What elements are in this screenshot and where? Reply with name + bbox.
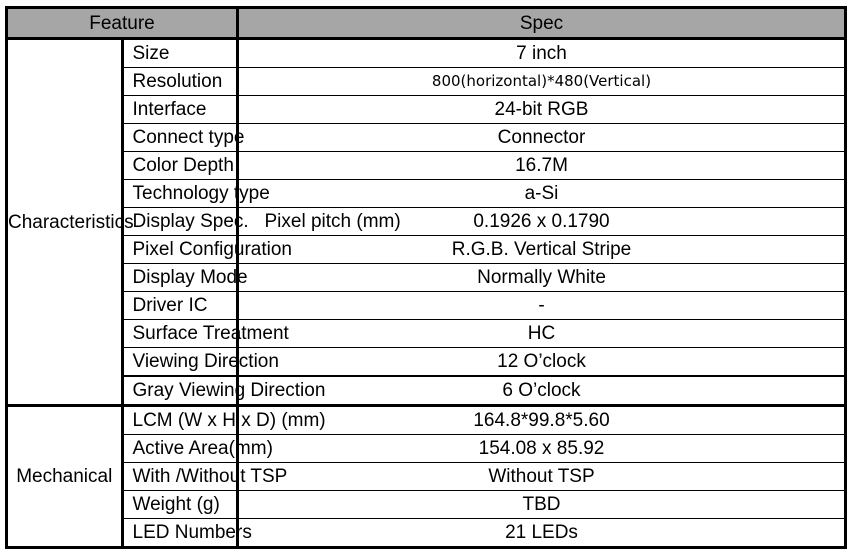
feature-cell: Connect type (122, 123, 244, 152)
spec-table: Feature Spec Characteristics Size 7 inch Re… (5, 6, 847, 549)
feature-cell: Size (122, 38, 239, 68)
feature-cell: Display Spec. Pixel pitch (mm) (122, 207, 401, 236)
feature-cell: Surface Treatment (122, 319, 289, 348)
spec-cell: 21 LEDs (237, 518, 846, 548)
feature-cell: Gray Viewing Direction (122, 375, 325, 406)
table-row: Pixel Configuration R.G.B. Vertical Strip… (7, 235, 846, 264)
spec-cell: 6 O’clock (237, 375, 846, 406)
table-row: With /Without TSP Without TSP (7, 462, 846, 491)
table-row: Interface 24-bit RGB (7, 95, 846, 124)
spec-cell: 12 O’clock (237, 347, 846, 377)
table-row: Gray Viewing Direction 6 O’clock (7, 375, 846, 406)
table-row: LED Numbers 21 LEDs (7, 518, 846, 548)
table-row: Technology type a-Si (7, 179, 846, 208)
spec-cell: 154.08 x 85.92 (237, 434, 846, 463)
header-feature: Feature (6, 7, 239, 40)
feature-cell: Display Mode (122, 263, 248, 292)
feature-cell: Pixel Configuration (122, 235, 292, 264)
feature-cell: LED Numbers (122, 518, 252, 548)
table-row: Active Area(mm) 154.08 x 85.92 (7, 434, 846, 463)
table-row: Display Spec. Pixel pitch (mm) 0.1926 x 0… (7, 207, 846, 236)
feature-cell: Driver IC (122, 291, 239, 320)
spec-cell: 800(horizontal)*480(Vertical) (237, 67, 846, 96)
spec-cell: 0.1926 x 0.1790 (237, 207, 846, 236)
spec-cell: 164.8*99.8*5.60 (237, 404, 846, 435)
feature-cell: Color Depth (122, 151, 239, 180)
feature-cell: Viewing Direction (122, 347, 279, 377)
feature-cell: With /Without TSP (122, 462, 287, 491)
table-row: Resolution 800(horizontal)*480(Vertical) (7, 67, 846, 96)
feature-cell: Weight (g) (122, 490, 239, 519)
feature-cell: LCM (W x H x D) (mm) (122, 404, 326, 435)
spec-cell: a-Si (237, 179, 846, 208)
spec-cell: 7 inch (237, 38, 846, 68)
feature-cell: Active Area(mm) (122, 434, 273, 463)
spec-cell: TBD (237, 490, 846, 519)
header-spec: Spec (237, 7, 846, 40)
table-row: Weight (g) TBD (7, 490, 846, 519)
spec-cell: HC (237, 319, 846, 348)
spec-cell: Connector (237, 123, 846, 152)
header-row: Feature Spec (6, 7, 846, 40)
table-row: Connect type Connector (7, 123, 846, 152)
spec-cell: Without TSP (237, 462, 846, 491)
table-row: Driver IC - (7, 291, 846, 320)
table-row: Surface Treatment HC (7, 319, 846, 348)
table-row: Viewing Direction 12 O’clock (7, 347, 846, 377)
table-row: Color Depth 16.7M (7, 151, 846, 180)
spec-cell: Normally White (237, 263, 846, 292)
table-row: Characteristics Size 7 inch (6, 38, 846, 406)
spec-cell: R.G.B. Vertical Stripe (237, 235, 846, 264)
table-row: Mechanical LCM (W x H x D) (mm) 164.8*99.8… (6, 404, 846, 548)
spec-cell: 16.7M (237, 151, 846, 180)
group-label: Mechanical (6, 404, 124, 548)
table-row: Display Mode Normally White (7, 263, 846, 292)
feature-cell: Resolution (122, 67, 239, 96)
spec-cell: 24-bit RGB (237, 95, 846, 124)
spec-cell: - (237, 291, 846, 320)
feature-cell: Interface (122, 95, 239, 124)
group-label: Characteristics (6, 38, 134, 406)
feature-cell: Technology type (122, 179, 270, 208)
